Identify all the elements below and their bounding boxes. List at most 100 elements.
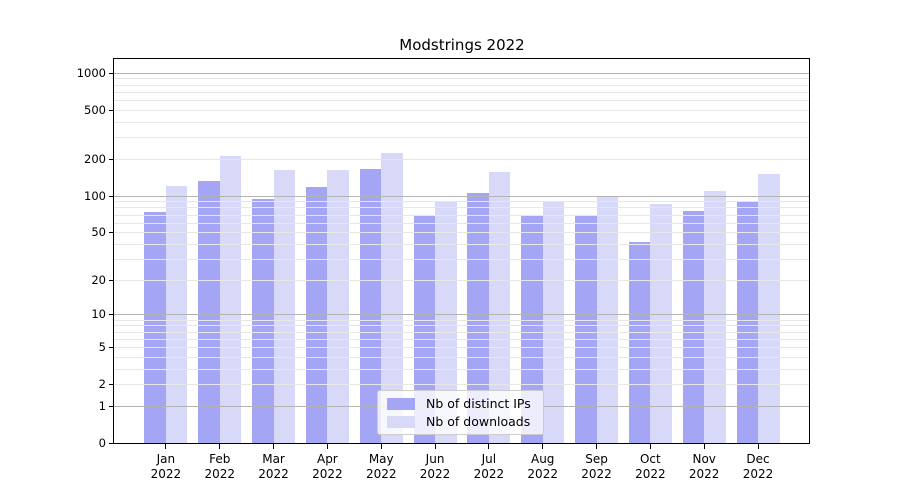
plot-border — [113, 58, 810, 444]
bar-downloads-jan — [165, 185, 188, 444]
x-tick-mark-jan — [165, 444, 167, 449]
x-tick-label-jun: Jun 2022 — [419, 451, 451, 481]
y-tick-mark-500 — [109, 109, 114, 111]
y-tick-label-5: 5 — [98, 339, 106, 354]
minor-gridline-800 — [114, 84, 810, 86]
bar-downloads-mar — [273, 169, 296, 444]
bar-distinct-ips-oct — [628, 241, 651, 444]
y-tick-label-1: 1 — [98, 398, 106, 413]
minor-gridline-5 — [114, 346, 810, 348]
x-tick-label-sep: Sep 2022 — [581, 451, 612, 481]
minor-gridline-700 — [114, 91, 810, 93]
x-tick-mark-jul — [488, 444, 490, 449]
minor-gridline-60 — [114, 222, 810, 224]
y-tick-label-20: 20 — [91, 272, 106, 287]
y-tick-mark-50 — [109, 232, 114, 234]
y-tick-label-0: 0 — [98, 436, 106, 450]
minor-gridline-500 — [114, 109, 810, 111]
y-tick-mark-0 — [109, 443, 114, 444]
bar-distinct-ips-sep — [575, 215, 597, 444]
x-tick-mark-aug — [542, 444, 544, 449]
bar-downloads-feb — [219, 155, 242, 444]
minor-gridline-300 — [114, 137, 810, 139]
x-tick-label-may: May 2022 — [365, 451, 397, 481]
minor-gridline-70 — [114, 214, 810, 216]
bar-downloads-oct — [650, 204, 672, 444]
y-tick-label-10: 10 — [91, 307, 106, 322]
minor-gridline-6 — [114, 338, 810, 340]
minor-gridline-3 — [114, 368, 810, 370]
minor-gridline-80 — [114, 207, 810, 209]
bar-distinct-ips-dec — [736, 201, 759, 444]
major-gridline-1000 — [114, 72, 810, 74]
x-tick-mark-dec — [757, 444, 759, 449]
x-tick-mark-nov — [703, 444, 705, 449]
y-tick-label-1000: 1000 — [76, 65, 106, 80]
major-gridline-10 — [114, 314, 810, 316]
bar-distinct-ips-feb — [198, 180, 220, 444]
x-tick-mark-sep — [596, 444, 598, 449]
bar-downloads-apr — [327, 169, 349, 444]
x-tick-label-nov: Nov 2022 — [688, 451, 720, 481]
major-gridline-100 — [114, 195, 810, 197]
x-tick-mark-jun — [434, 444, 436, 449]
minor-gridline-7 — [114, 331, 810, 333]
y-tick-mark-1 — [109, 405, 114, 407]
minor-gridline-2 — [114, 384, 810, 386]
legend-label: Nb of distinct IPs — [426, 396, 531, 411]
minor-gridline-600 — [114, 100, 810, 102]
x-tick-mark-apr — [326, 444, 328, 449]
x-tick-mark-may — [380, 444, 382, 449]
bar-distinct-ips-apr — [305, 187, 328, 444]
minor-gridline-900 — [114, 78, 810, 80]
y-tick-mark-200 — [109, 158, 114, 160]
y-tick-mark-20 — [109, 279, 114, 281]
legend-item-downloads: Nb of downloads — [387, 414, 534, 429]
legend-swatch-downloads — [387, 415, 415, 428]
minor-gridline-200 — [114, 158, 810, 160]
minor-gridline-4 — [114, 356, 810, 358]
y-tick-label-500: 500 — [84, 102, 106, 117]
x-tick-mark-feb — [219, 444, 221, 449]
x-tick-label-oct: Oct 2022 — [635, 451, 666, 481]
y-tick-label-100: 100 — [84, 188, 106, 203]
minor-gridline-90 — [114, 201, 810, 203]
bar-downloads-dec — [758, 174, 780, 444]
bar-distinct-ips-mar — [252, 199, 274, 444]
legend-swatch-distinct-ips — [387, 397, 415, 410]
legend-item-distinct-ips: Nb of distinct IPs — [387, 396, 534, 411]
y-tick-mark-10 — [109, 314, 114, 316]
bar-downloads-nov — [704, 191, 726, 444]
y-tick-mark-1000 — [109, 72, 114, 74]
x-tick-label-apr: Apr 2022 — [312, 451, 343, 481]
bar-downloads-sep — [596, 196, 619, 444]
minor-gridline-20 — [114, 279, 810, 281]
x-tick-label-feb: Feb 2022 — [204, 451, 235, 481]
y-tick-label-200: 200 — [84, 151, 106, 166]
x-tick-mark-mar — [273, 444, 275, 449]
y-tick-mark-2 — [109, 384, 114, 386]
x-tick-label-aug: Aug 2022 — [527, 451, 558, 481]
x-tick-label-jul: Jul 2022 — [473, 451, 505, 481]
y-tick-mark-100 — [109, 195, 114, 197]
x-tick-mark-oct — [649, 444, 651, 449]
bar-distinct-ips-nov — [682, 210, 705, 444]
bar-downloads-aug — [542, 201, 565, 444]
minor-gridline-30 — [114, 258, 810, 260]
minor-gridline-400 — [114, 121, 810, 123]
y-tick-label-2: 2 — [98, 377, 106, 392]
x-tick-label-dec: Dec 2022 — [742, 451, 774, 481]
minor-gridline-9 — [114, 319, 810, 321]
x-tick-label-mar: Mar 2022 — [258, 451, 289, 481]
legend: Nb of distinct IPs Nb of downloads — [377, 390, 544, 435]
y-tick-mark-5 — [109, 346, 114, 348]
chart-title: Modstrings 2022 — [399, 36, 525, 54]
y-tick-label-50: 50 — [91, 225, 106, 240]
minor-gridline-50 — [114, 232, 810, 234]
bar-distinct-ips-jan — [144, 212, 166, 444]
minor-gridline-40 — [114, 243, 810, 245]
x-tick-label-jan: Jan 2022 — [150, 451, 182, 481]
minor-gridline-8 — [114, 325, 810, 327]
legend-label: Nb of downloads — [426, 414, 531, 429]
